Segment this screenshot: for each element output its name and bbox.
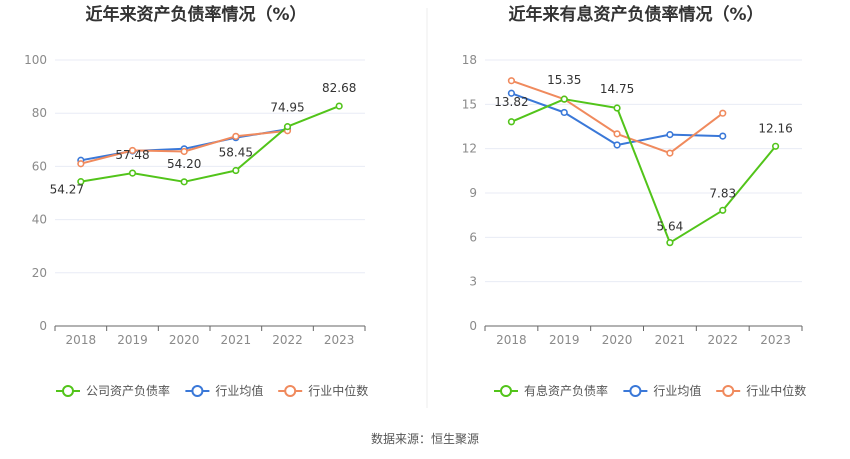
data-point — [128, 146, 137, 155]
data-label: 12.16 — [758, 121, 792, 135]
data-point — [719, 109, 727, 117]
data-point — [507, 77, 516, 85]
x-tick-label: 2018 — [496, 333, 527, 347]
legend-label: 公司资产负债率 — [86, 383, 170, 398]
data-point — [666, 149, 674, 157]
x-tick-label: 2019 — [549, 333, 580, 347]
data-label: 7.83 — [709, 186, 736, 200]
legend-marker-icon — [722, 385, 735, 397]
data-label: 13.82 — [494, 95, 528, 109]
data-label: 14.75 — [600, 82, 634, 96]
data-point — [560, 108, 568, 117]
data-label: 82.68 — [322, 81, 356, 95]
data-label: 54.20 — [167, 157, 201, 171]
y-tick-label: 3 — [469, 275, 477, 289]
y-tick-label: 100 — [24, 53, 47, 67]
y-tick-label: 9 — [469, 186, 477, 200]
x-tick-label: 2022 — [272, 333, 303, 347]
data-label: 57.48 — [115, 148, 149, 162]
data-point — [232, 132, 240, 140]
legend-marker-icon — [629, 385, 642, 397]
y-tick-label: 6 — [469, 230, 477, 244]
data-label: 5.64 — [657, 220, 684, 234]
y-tick-label: 15 — [462, 97, 477, 111]
x-tick-label: 2021 — [655, 333, 686, 347]
y-tick-label: 60 — [32, 159, 47, 173]
legend-label: 有息资产负债率 — [524, 383, 608, 398]
x-tick-label: 2020 — [602, 333, 633, 347]
chart-title-2: 近年来有息资产负债率情况（%） — [508, 4, 763, 25]
data-point — [719, 132, 727, 140]
data-source-text: 数据来源：恒生聚源 — [371, 431, 479, 446]
series-line-company — [80, 105, 340, 183]
data-point — [283, 123, 292, 131]
x-tick-label: 2020 — [169, 333, 200, 347]
data-point — [613, 130, 621, 138]
data-label: 54.27 — [50, 183, 84, 197]
data-point — [507, 118, 516, 126]
chart-title-1: 近年来资产负债率情况（%） — [85, 4, 306, 25]
y-tick-label: 0 — [39, 319, 47, 333]
data-point — [232, 166, 240, 175]
data-label: 15.35 — [547, 73, 581, 87]
x-tick-label: 2018 — [66, 333, 97, 347]
data-point — [666, 131, 674, 139]
data-point — [180, 147, 188, 156]
data-point — [180, 178, 188, 186]
legend-label: 行业均值 — [215, 383, 263, 398]
legend-label: 行业中位数 — [746, 383, 806, 398]
y-tick-label: 80 — [32, 106, 47, 120]
y-tick-label: 40 — [32, 213, 47, 227]
x-tick-label: 2021 — [221, 333, 252, 347]
x-tick-label: 2019 — [117, 333, 148, 347]
y-tick-label: 12 — [462, 142, 477, 156]
data-point — [77, 160, 85, 168]
x-tick-label: 2022 — [707, 333, 738, 347]
data-point — [719, 206, 727, 214]
series-line-company — [511, 98, 777, 244]
data-point — [77, 178, 85, 186]
y-tick-label: 20 — [32, 266, 47, 280]
y-tick-label: 0 — [469, 319, 477, 333]
data-point — [560, 95, 568, 103]
data-point — [666, 239, 674, 247]
data-point — [507, 89, 516, 97]
data-point — [613, 104, 621, 112]
data-point — [613, 141, 621, 149]
data-label: 58.45 — [219, 146, 253, 160]
legend-label: 行业均值 — [653, 383, 701, 398]
data-point — [335, 102, 343, 110]
x-tick-label: 2023 — [760, 333, 791, 347]
legend-marker-icon — [191, 385, 204, 397]
legend-marker-icon — [284, 385, 297, 397]
y-tick-label: 18 — [462, 53, 477, 67]
x-tick-label: 2023 — [324, 333, 355, 347]
data-point — [128, 169, 137, 177]
data-point — [771, 142, 780, 150]
legend-marker-icon — [62, 385, 74, 397]
legend-label: 行业中位数 — [308, 383, 368, 398]
data-label: 74.95 — [270, 101, 304, 115]
legend-marker-icon — [500, 385, 512, 397]
